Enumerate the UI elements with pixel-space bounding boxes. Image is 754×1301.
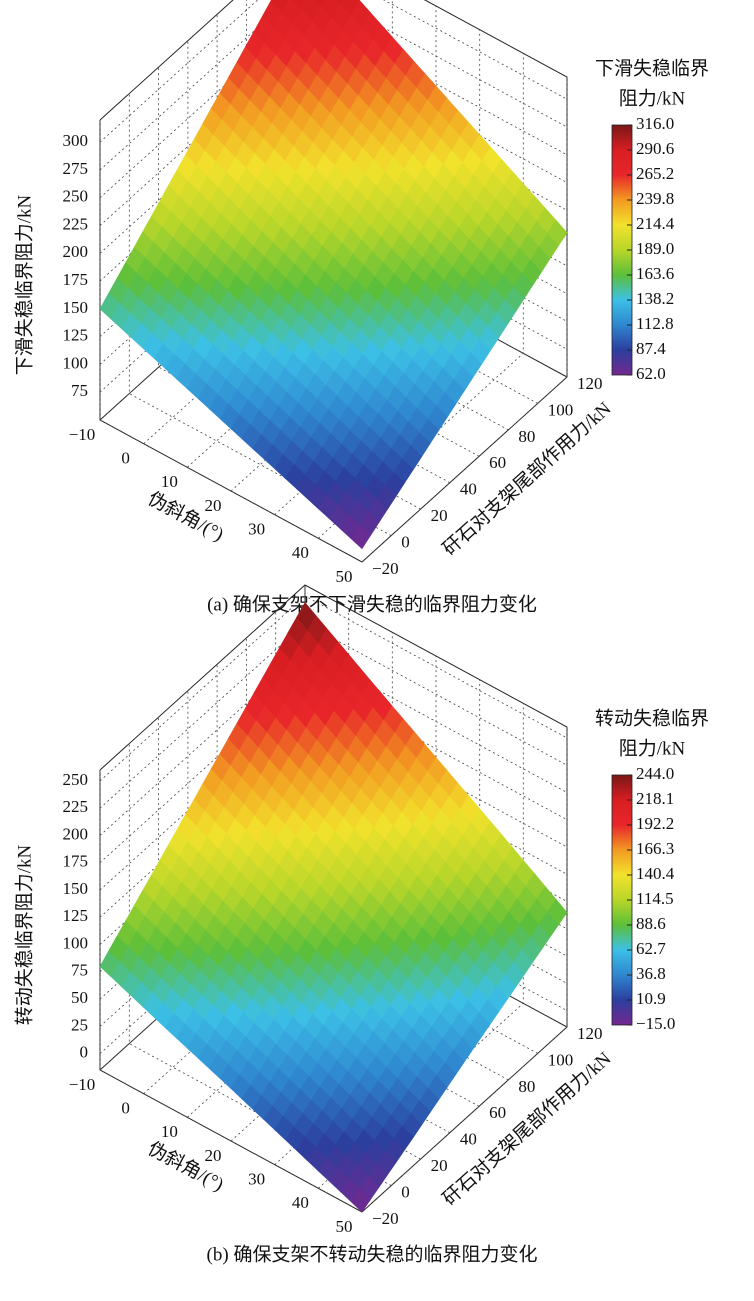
colorbar-tick-label: 88.6: [636, 914, 666, 933]
x-tick-label: 40: [292, 543, 309, 562]
y-tick-label: 20: [431, 506, 448, 525]
z-tick-label: 200: [63, 242, 89, 261]
colorbar-tick-label: 87.4: [636, 339, 666, 358]
y-tick-label: 20: [431, 1156, 448, 1175]
y-tick-label: 100: [548, 400, 574, 419]
x-tick-label: 10: [161, 472, 178, 491]
z-tick-label: 250: [63, 770, 89, 789]
colorbar-tick-label: 214.4: [636, 214, 675, 233]
y-tick-label: 40: [460, 1130, 477, 1149]
colorbar-tick-label: 163.6: [636, 264, 674, 283]
colorbar-title: 下滑失稳临界: [595, 57, 709, 79]
y-tick-label: 60: [489, 1103, 506, 1122]
colorbar-tick-label: −15.0: [636, 1014, 675, 1033]
z-tick-label: 150: [63, 879, 89, 898]
grid-line: [318, 53, 524, 539]
surface-patch: [336, 0, 343, 4]
x-tick-label: 10: [161, 1122, 178, 1141]
x-tick-label: 0: [121, 1099, 130, 1118]
x-tick-label: 50: [336, 567, 353, 586]
colorbar-tick-label: 239.8: [636, 189, 674, 208]
z-axis-label: 转动失稳临界阻力/kN: [13, 844, 35, 1025]
colorbar-title: 转动失稳临界: [595, 707, 709, 729]
colorbar-tick-label: 316.0: [636, 114, 674, 133]
colorbar-tick-label: 114.5: [636, 889, 674, 908]
y-tick-label: −20: [372, 1209, 399, 1228]
colorbar-tick-label: 10.9: [636, 989, 666, 1008]
z-tick-label: 275: [63, 159, 89, 178]
z-tick-label: 175: [63, 852, 89, 871]
colorbar-title: 阻力/kN: [619, 87, 686, 109]
x-tick-label: 50: [336, 1217, 353, 1236]
z-tick-label: 100: [63, 353, 89, 372]
y-tick-label: 80: [518, 427, 535, 446]
y-tick-label: 80: [518, 1077, 535, 1096]
x-tick-label: −10: [69, 425, 96, 444]
y-tick-label: 120: [577, 1024, 603, 1043]
z-tick-label: 0: [80, 1043, 89, 1062]
y-tick-label: −20: [372, 559, 399, 578]
x-tick-label: 20: [205, 1146, 222, 1165]
x-tick-label: −10: [69, 1075, 96, 1094]
y-tick-label: 40: [460, 480, 477, 499]
colorbar-tick-label: 244.0: [636, 764, 674, 783]
z-tick-label: 75: [71, 381, 88, 400]
colorbar-title: 阻力/kN: [619, 737, 686, 759]
caption: (a) 确保支架不下滑失稳的临界阻力变化: [207, 593, 537, 615]
x-tick-label: 30: [248, 520, 265, 539]
z-tick-label: 150: [63, 298, 89, 317]
colorbar-tick-label: 62.0: [636, 364, 666, 383]
z-tick-label: 125: [63, 906, 89, 925]
z-tick-label: 175: [63, 270, 89, 289]
x-tick-label: 40: [292, 1193, 309, 1212]
z-tick-label: 50: [71, 988, 88, 1007]
z-tick-label: 125: [63, 326, 89, 345]
y-tick-label: 60: [489, 453, 506, 472]
colorbar-tick-label: 112.8: [636, 314, 674, 333]
x-tick-label: 20: [205, 496, 222, 515]
z-tick-label: 75: [71, 961, 88, 980]
surface-patch: [350, 524, 371, 550]
y-tick-label: 0: [401, 532, 410, 551]
surface-patch: [350, 1188, 371, 1213]
colorbar-tick-label: 189.0: [636, 239, 674, 258]
grid-line: [318, 703, 524, 1189]
colorbar-tick-label: 140.4: [636, 864, 675, 883]
colorbar-tick-label: 290.6: [636, 139, 674, 158]
colorbar-tick-label: 138.2: [636, 289, 674, 308]
y-tick-label: 100: [548, 1050, 574, 1069]
z-tick-label: 225: [63, 797, 89, 816]
caption: (b) 确保支架不转动失稳的临界阻力变化: [207, 1243, 538, 1265]
z-tick-label: 25: [71, 1015, 88, 1034]
z-tick-label: 225: [63, 214, 89, 233]
colorbar-tick-label: 218.1: [636, 789, 674, 808]
colorbar-tick-label: 36.8: [636, 964, 666, 983]
z-tick-label: 100: [63, 933, 89, 952]
z-tick-label: 300: [63, 131, 89, 150]
z-tick-label: 250: [63, 187, 89, 206]
z-tick-label: 200: [63, 824, 89, 843]
y-tick-label: 120: [577, 374, 603, 393]
colorbar-tick-label: 265.2: [636, 164, 674, 183]
colorbar-tick-label: 166.3: [636, 839, 674, 858]
colorbar-tick-label: 192.2: [636, 814, 674, 833]
x-tick-label: 0: [121, 449, 130, 468]
y-tick-label: 0: [401, 1182, 410, 1201]
z-axis-label: 下滑失稳临界阻力/kN: [13, 194, 35, 375]
x-tick-label: 30: [248, 1170, 265, 1189]
colorbar-tick-label: 62.7: [636, 939, 666, 958]
